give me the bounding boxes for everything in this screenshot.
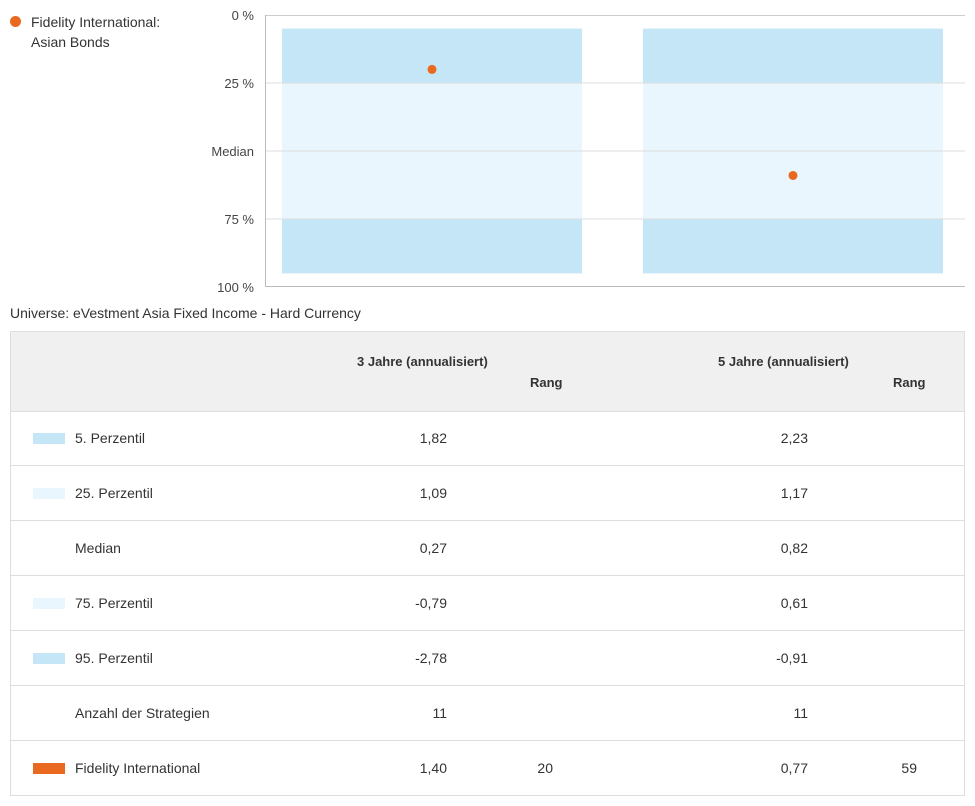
row-color-swatch [33, 653, 65, 664]
fund-rank-marker [427, 64, 437, 74]
table-header: 3 Jahre (annualisiert) Rang 5 Jahre (ann… [11, 332, 964, 412]
value-5-years: -0,91 [776, 650, 808, 666]
table-row: Fidelity International 1,40 20 0,77 59 [11, 741, 964, 796]
row-color-swatch [33, 488, 65, 499]
value-3-years: -0,79 [415, 595, 447, 611]
value-3-years: 1,09 [419, 485, 447, 501]
row-color-swatch [33, 598, 65, 609]
table-row: Median 0,27 0,82 [11, 521, 964, 576]
y-tick-label: 25 % [224, 76, 254, 91]
header-rank-5-years: Rang [893, 375, 926, 390]
value-5-years: 0,82 [780, 540, 808, 556]
rank-3-years: 20 [537, 760, 553, 776]
legend-label-line2: Asian Bonds [31, 34, 110, 50]
y-tick-label: 0 % [232, 8, 255, 23]
universe-caption: Universe: eVestment Asia Fixed Income - … [10, 305, 361, 321]
legend-label: Fidelity International: Asian Bonds [31, 12, 160, 52]
percentile-chart: 0 % 25 % Median 75 % 100 % [211, 8, 965, 295]
legend-marker-dot [10, 16, 21, 27]
row-label: Anzahl der Strategien [75, 705, 210, 721]
table-row: Anzahl der Strategien 11 11 [11, 686, 964, 741]
y-tick-label: 75 % [224, 212, 254, 227]
table-row: 5. Perzentil 1,82 2,23 [11, 411, 964, 466]
row-label: Fidelity International [75, 760, 201, 776]
value-3-years: 0,27 [419, 540, 447, 556]
y-tick-label: 100 % [217, 280, 254, 295]
value-3-years: 1,82 [419, 430, 447, 446]
row-color-swatch [33, 433, 65, 444]
value-3-years: 1,40 [419, 760, 447, 776]
table-row: 95. Perzentil -2,78 -0,91 [11, 631, 964, 686]
value-3-years: -2,78 [415, 650, 447, 666]
header-3-years: 3 Jahre (annualisiert) [357, 354, 488, 369]
row-label: 75. Perzentil [75, 595, 153, 611]
rank-5-years: 59 [901, 760, 917, 776]
row-label: Median [75, 540, 121, 556]
legend-label-line1: Fidelity International: [31, 14, 161, 30]
row-color-swatch [33, 763, 65, 774]
value-5-years: 0,61 [780, 595, 808, 611]
header-5-years: 5 Jahre (annualisiert) [718, 354, 849, 369]
row-label: 5. Perzentil [75, 430, 146, 446]
value-3-years: 11 [432, 705, 447, 721]
table-row: 25. Perzentil 1,09 1,17 [11, 466, 964, 521]
value-5-years: 11 [793, 705, 808, 721]
percentile-table: 3 Jahre (annualisiert) Rang 5 Jahre (ann… [10, 331, 965, 796]
value-5-years: 0,77 [780, 760, 808, 776]
header-rank-3-years: Rang [530, 375, 563, 390]
row-label: 95. Perzentil [75, 650, 153, 666]
table-row: 75. Perzentil -0,79 0,61 [11, 576, 964, 631]
value-5-years: 1,17 [780, 485, 808, 501]
row-label: 25. Perzentil [75, 485, 153, 501]
fund-rank-marker [788, 170, 798, 180]
y-tick-label: Median [211, 144, 254, 159]
value-5-years: 2,23 [780, 430, 808, 446]
